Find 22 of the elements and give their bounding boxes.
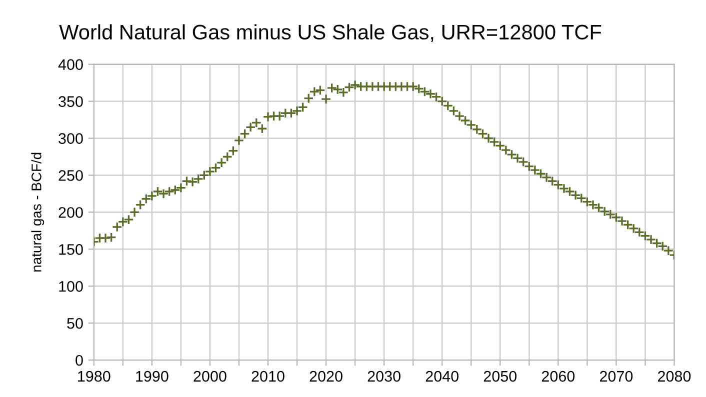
chart-title: World Natural Gas minus US Shale Gas, URR=12800 TCF — [59, 24, 602, 42]
y-tick-label: 200 — [58, 207, 83, 218]
y-tick-label: 350 — [58, 96, 83, 107]
y-tick-label: 300 — [58, 133, 83, 144]
y-tick-label: 400 — [58, 59, 83, 70]
y-tick-label: 250 — [58, 170, 83, 181]
x-tick-label: 2060 — [542, 370, 575, 382]
x-tick-label: 2030 — [368, 370, 400, 382]
y-axis-title: natural gas - BCF/d — [31, 152, 44, 272]
x-tick-label: 2020 — [310, 370, 342, 382]
x-tick-label: 2080 — [658, 370, 691, 382]
y-tick-label: 150 — [59, 244, 83, 255]
x-tick-label: 1980 — [78, 370, 110, 382]
y-tick-label: 0 — [76, 354, 83, 366]
x-tick-label: 2050 — [484, 370, 517, 382]
x-tick-label: 2070 — [600, 370, 633, 382]
y-tick-label: 50 — [67, 318, 83, 329]
x-tick-label: 2040 — [426, 370, 458, 382]
x-tick-label: 1990 — [136, 370, 168, 382]
x-tick-label: 2000 — [194, 370, 226, 382]
y-tick-label: 100 — [59, 281, 83, 292]
x-tick-label: 2010 — [252, 370, 284, 382]
